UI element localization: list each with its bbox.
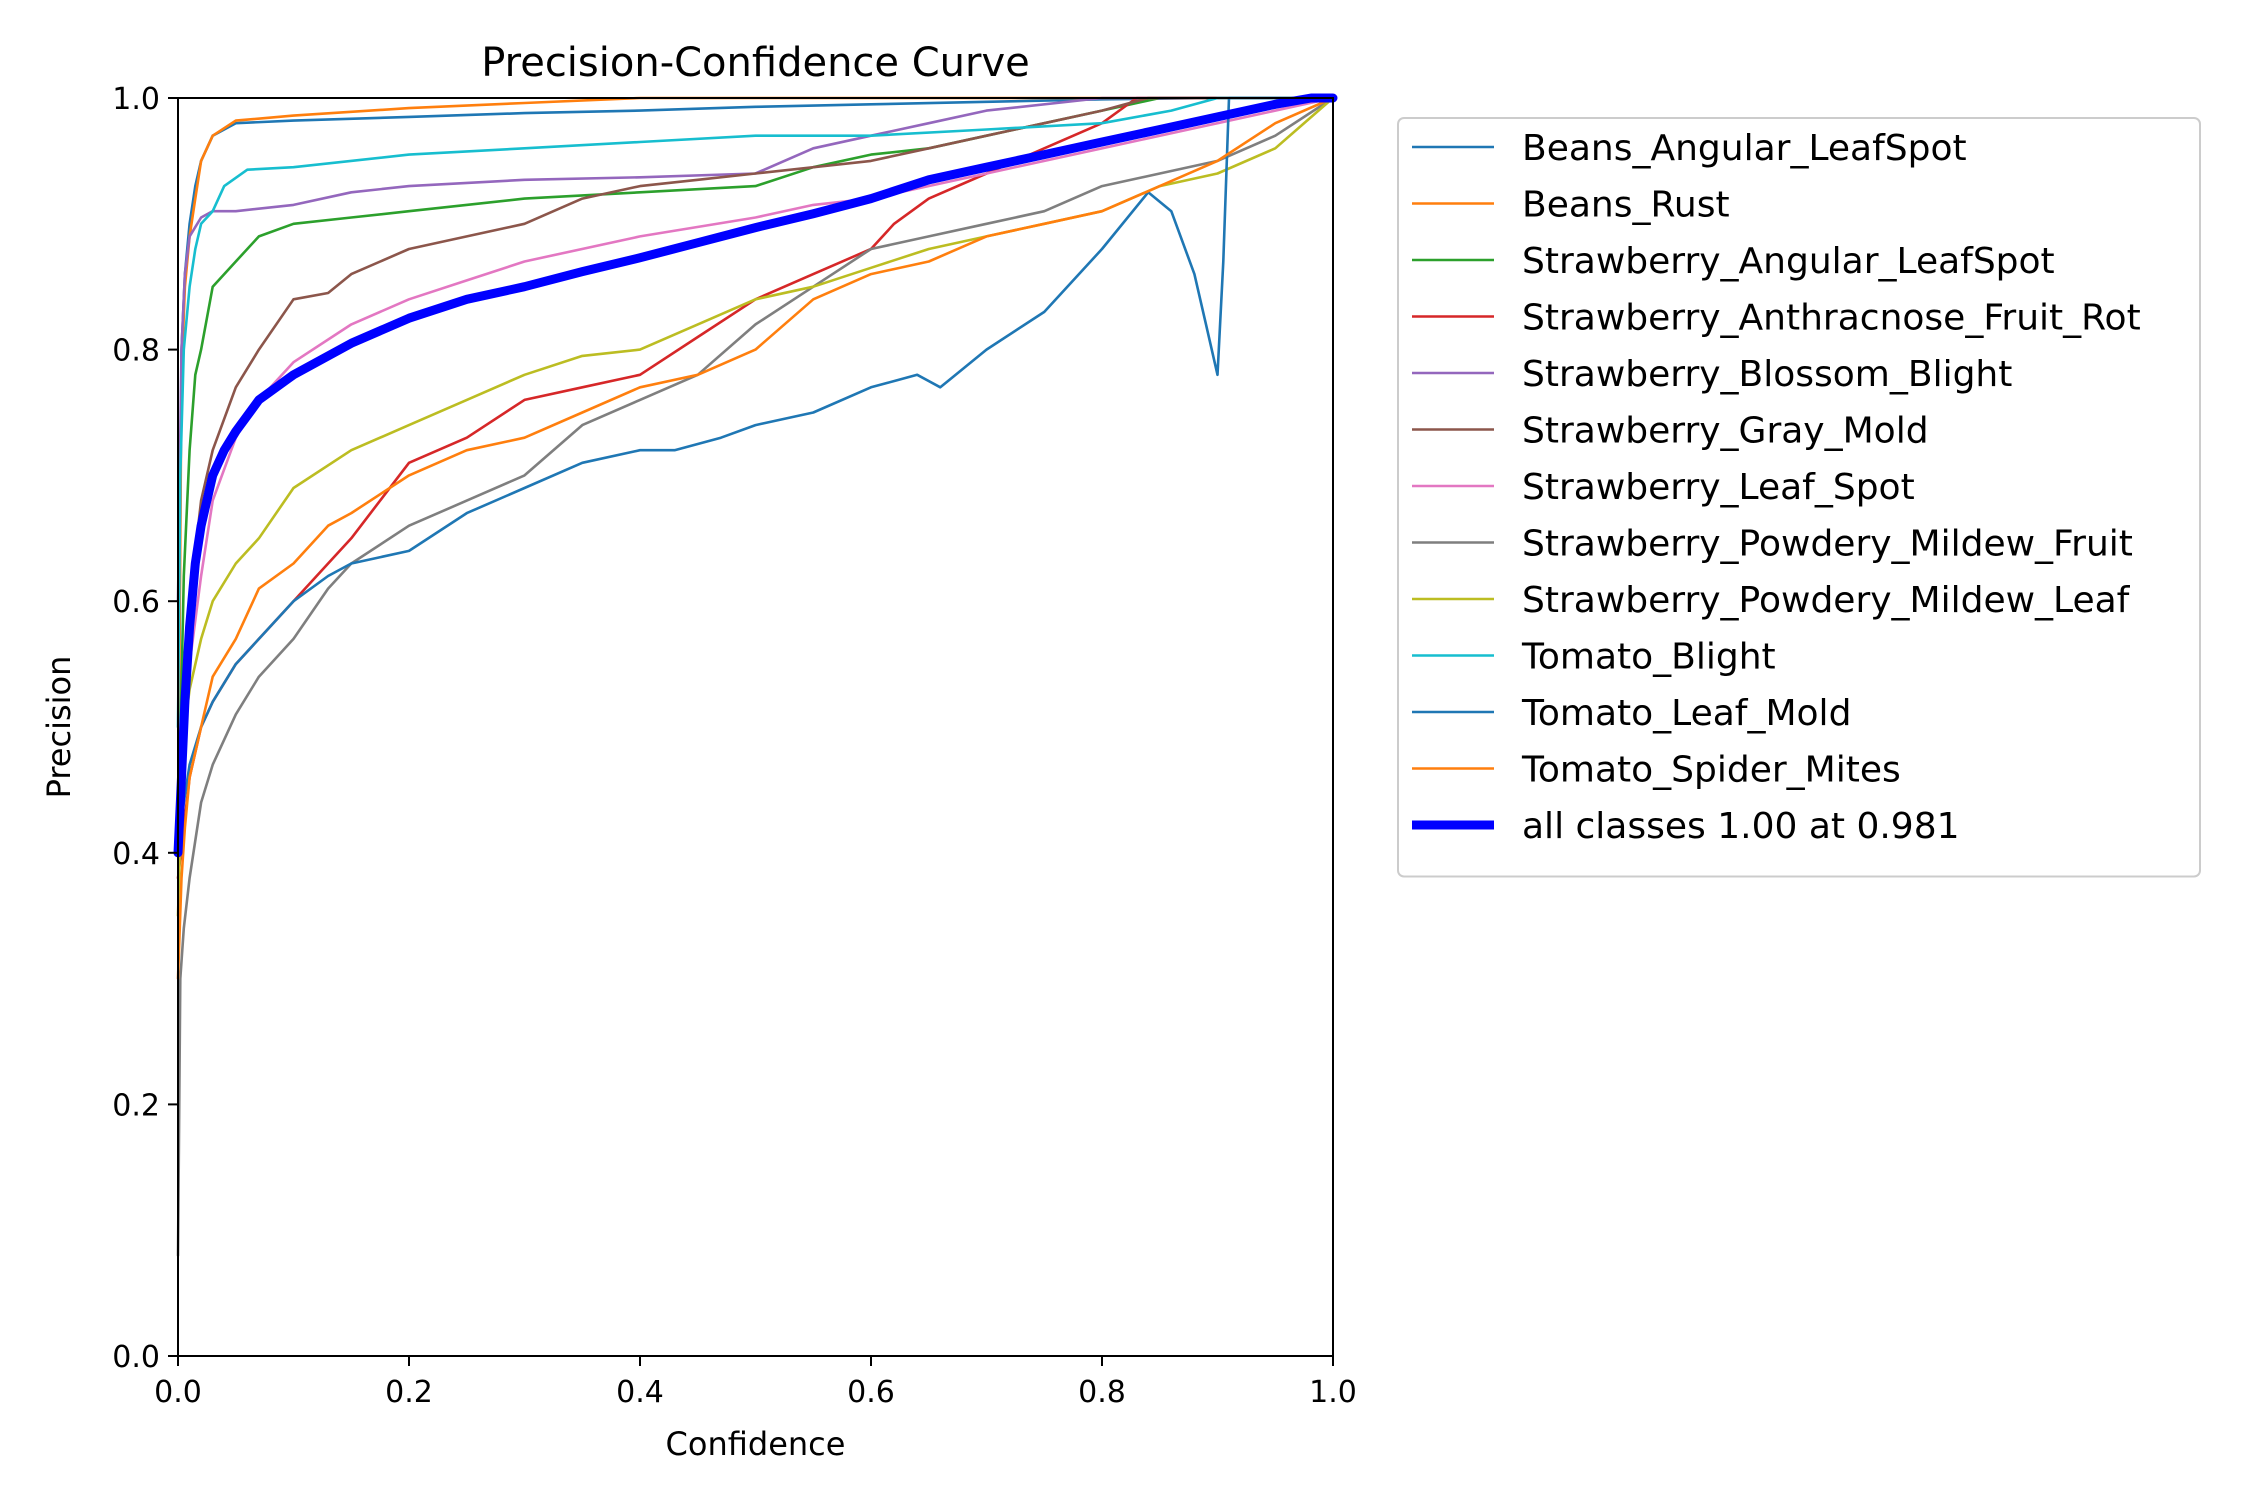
series-line-10 — [176, 96, 1335, 855]
chart-title: Precision-Confidence Curve — [481, 40, 1030, 86]
legend-label: Tomato_Blight — [1521, 637, 1776, 678]
legend-label: Strawberry_Anthracnose_Fruit_Rot — [1522, 298, 2141, 339]
series-line-12 — [173, 93, 1338, 858]
series-line-4 — [176, 96, 1335, 603]
series-line-3 — [176, 96, 1335, 880]
legend-label: Strawberry_Powdery_Mildew_Leaf — [1522, 580, 2131, 621]
series-line-2 — [176, 96, 1335, 855]
plot-frame — [177, 97, 1334, 1357]
x-axis-ticks: 0.0 0.2 0.4 0.6 0.8 1.0 — [154, 1356, 1357, 1410]
legend-label: Tomato_Leaf_Mold — [1521, 693, 1851, 734]
x-tick-label: 0.2 — [385, 1375, 433, 1410]
series-layer — [173, 93, 1338, 1257]
y-tick-label: 0.4 — [112, 837, 160, 872]
series-line-8 — [176, 96, 1335, 917]
y-tick-label: 0.2 — [112, 1088, 160, 1123]
legend-label: Strawberry_Gray_Mold — [1522, 411, 1929, 452]
y-axis-ticks: 0.0 0.2 0.4 0.6 0.8 1.0 — [112, 82, 178, 1375]
legend-box — [1397, 117, 2201, 878]
legend-label: all classes 1.00 at 0.981 — [1522, 806, 1960, 847]
series-line-0 — [176, 96, 1335, 829]
legend-label: Strawberry_Powdery_Mildew_Fruit — [1522, 524, 2133, 565]
y-tick-label: 0.8 — [112, 334, 160, 369]
series-line-11 — [176, 96, 1335, 980]
y-tick-label: 0.0 — [112, 1340, 160, 1375]
legend-items: Beans_Angular_LeafSpot Beans_Rust Strawber… — [1412, 128, 2141, 847]
x-tick-label: 0.0 — [154, 1375, 202, 1410]
x-tick-label: 1.0 — [1309, 1375, 1357, 1410]
legend: Beans_Angular_LeafSpot Beans_Rust Strawber… — [1397, 117, 2201, 878]
x-axis-title: Confidence — [666, 1425, 846, 1463]
series-line-1 — [176, 96, 1335, 855]
plot-area — [173, 93, 1338, 1357]
legend-label: Beans_Angular_LeafSpot — [1522, 128, 1967, 169]
legend-label: Strawberry_Blossom_Blight — [1522, 354, 2012, 395]
series-line-5 — [176, 96, 1335, 829]
legend-label: Beans_Rust — [1522, 185, 1730, 226]
x-tick-label: 0.6 — [847, 1375, 895, 1410]
series-line-7 — [176, 96, 1335, 1257]
x-tick-label: 0.4 — [616, 1375, 664, 1410]
legend-label: Strawberry_Leaf_Spot — [1522, 467, 1915, 508]
series-line-9 — [176, 96, 1335, 729]
legend-label: Strawberry_Angular_LeafSpot — [1522, 241, 2055, 282]
series-line-6 — [176, 96, 1335, 855]
y-tick-label: 0.6 — [112, 585, 160, 620]
x-tick-label: 0.8 — [1078, 1375, 1126, 1410]
legend-label: Tomato_Spider_Mites — [1521, 750, 1901, 791]
y-tick-label: 1.0 — [112, 82, 160, 117]
y-axis-title: Precision — [40, 656, 78, 799]
